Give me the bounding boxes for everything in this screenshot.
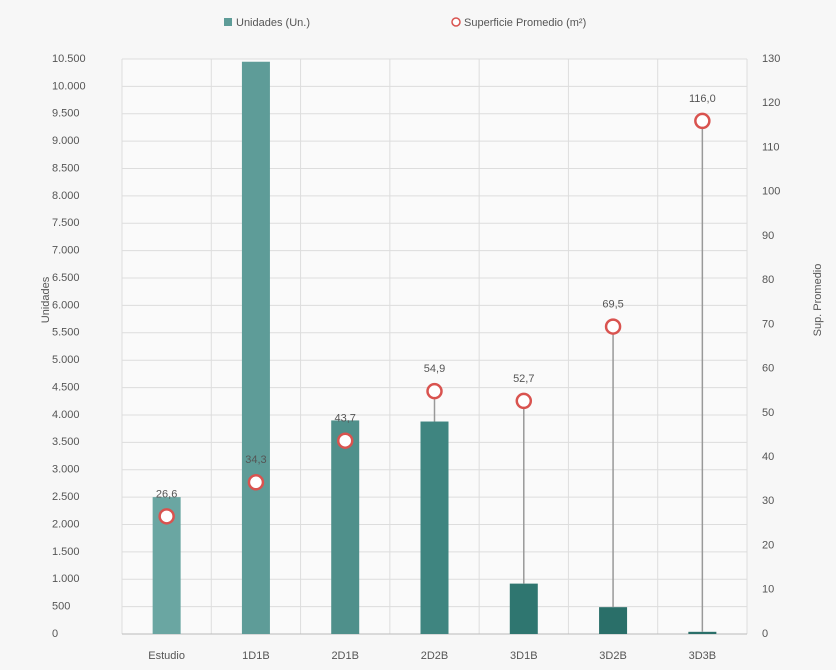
value-label: 34,3: [245, 454, 266, 466]
y2-tick-label: 50: [762, 407, 774, 419]
x-tick-label: Estudio: [148, 650, 185, 662]
y-tick-label: 6.500: [52, 272, 80, 284]
y-tick-label: 3.500: [52, 436, 80, 448]
y2-tick-label: 20: [762, 539, 774, 551]
y-tick-label: 9.500: [52, 108, 80, 120]
y-tick-label: 8.000: [52, 190, 80, 202]
y-tick-label: 7.500: [52, 217, 80, 229]
bar: [688, 631, 717, 634]
y-tick-label: 8.500: [52, 162, 80, 174]
y-tick-label: 5.500: [52, 327, 80, 339]
point: [158, 508, 175, 525]
y-tick-label: 10.500: [52, 53, 86, 65]
bar: [509, 583, 538, 634]
x-tick-label: 3D2B: [599, 650, 627, 662]
x-tick-label: 3D3B: [689, 650, 717, 662]
x-tick-label: 3D1B: [510, 650, 538, 662]
y2-tick-label: 90: [762, 230, 774, 242]
y-tick-label: 6.000: [52, 299, 80, 311]
point: [336, 432, 354, 449]
y2-tick-label: 30: [762, 495, 774, 507]
y-tick-label: 1.500: [52, 546, 80, 558]
legend-marker: [451, 17, 461, 27]
y2-tick-label: 130: [762, 53, 780, 65]
y-tick-label: 4.500: [52, 381, 80, 393]
x-tick-label: 1D1B: [242, 650, 270, 662]
y2-tick-label: 10: [762, 584, 774, 596]
point: [515, 392, 533, 410]
y-tick-label: 1.000: [52, 573, 80, 585]
y-tick-label: 2.000: [52, 518, 80, 530]
y-tick-label: 2.500: [52, 491, 80, 503]
value-label: 54,9: [424, 363, 445, 375]
legend-label: Unidades (Un.): [236, 17, 310, 29]
y-tick-label: 3.000: [52, 464, 80, 476]
y2-tick-label: 40: [762, 451, 774, 463]
bar: [241, 61, 270, 634]
y-tick-label: 4.000: [52, 409, 80, 421]
bar: [331, 420, 360, 634]
point: [604, 318, 622, 335]
y2-tick-label: 60: [762, 363, 774, 375]
value-label: 69,5: [602, 299, 623, 311]
y2-tick-label: 100: [762, 186, 780, 198]
value-label: 116,0: [689, 93, 716, 105]
legend-swatch: [224, 18, 232, 26]
y2-tick-label: 70: [762, 318, 774, 330]
point: [247, 474, 265, 491]
bar: [599, 607, 628, 634]
y-tick-label: 7.000: [52, 245, 80, 257]
bar: [420, 421, 449, 634]
point: [694, 112, 711, 130]
y2-axis-title: Sup. Promedio: [812, 264, 824, 337]
y2-tick-label: 80: [762, 274, 774, 286]
y-tick-label: 10.000: [52, 80, 86, 92]
y-tick-label: 500: [52, 601, 70, 613]
y2-tick-label: 0: [762, 628, 768, 640]
x-tick-label: 2D2B: [421, 650, 449, 662]
value-label: 52,7: [513, 373, 534, 385]
y-tick-label: 5.000: [52, 354, 80, 366]
y-tick-label: 9.000: [52, 135, 80, 147]
legend-label: Superficie Promedio (m²): [464, 17, 586, 29]
y2-tick-label: 110: [762, 141, 780, 153]
point: [426, 382, 443, 400]
value-label: 43,7: [335, 413, 356, 425]
value-label: 26,6: [156, 488, 177, 500]
y-axis-title: Unidades: [40, 276, 52, 323]
y-tick-label: 0: [52, 628, 58, 640]
x-tick-label: 2D1B: [331, 650, 359, 662]
y2-tick-label: 120: [762, 97, 780, 109]
